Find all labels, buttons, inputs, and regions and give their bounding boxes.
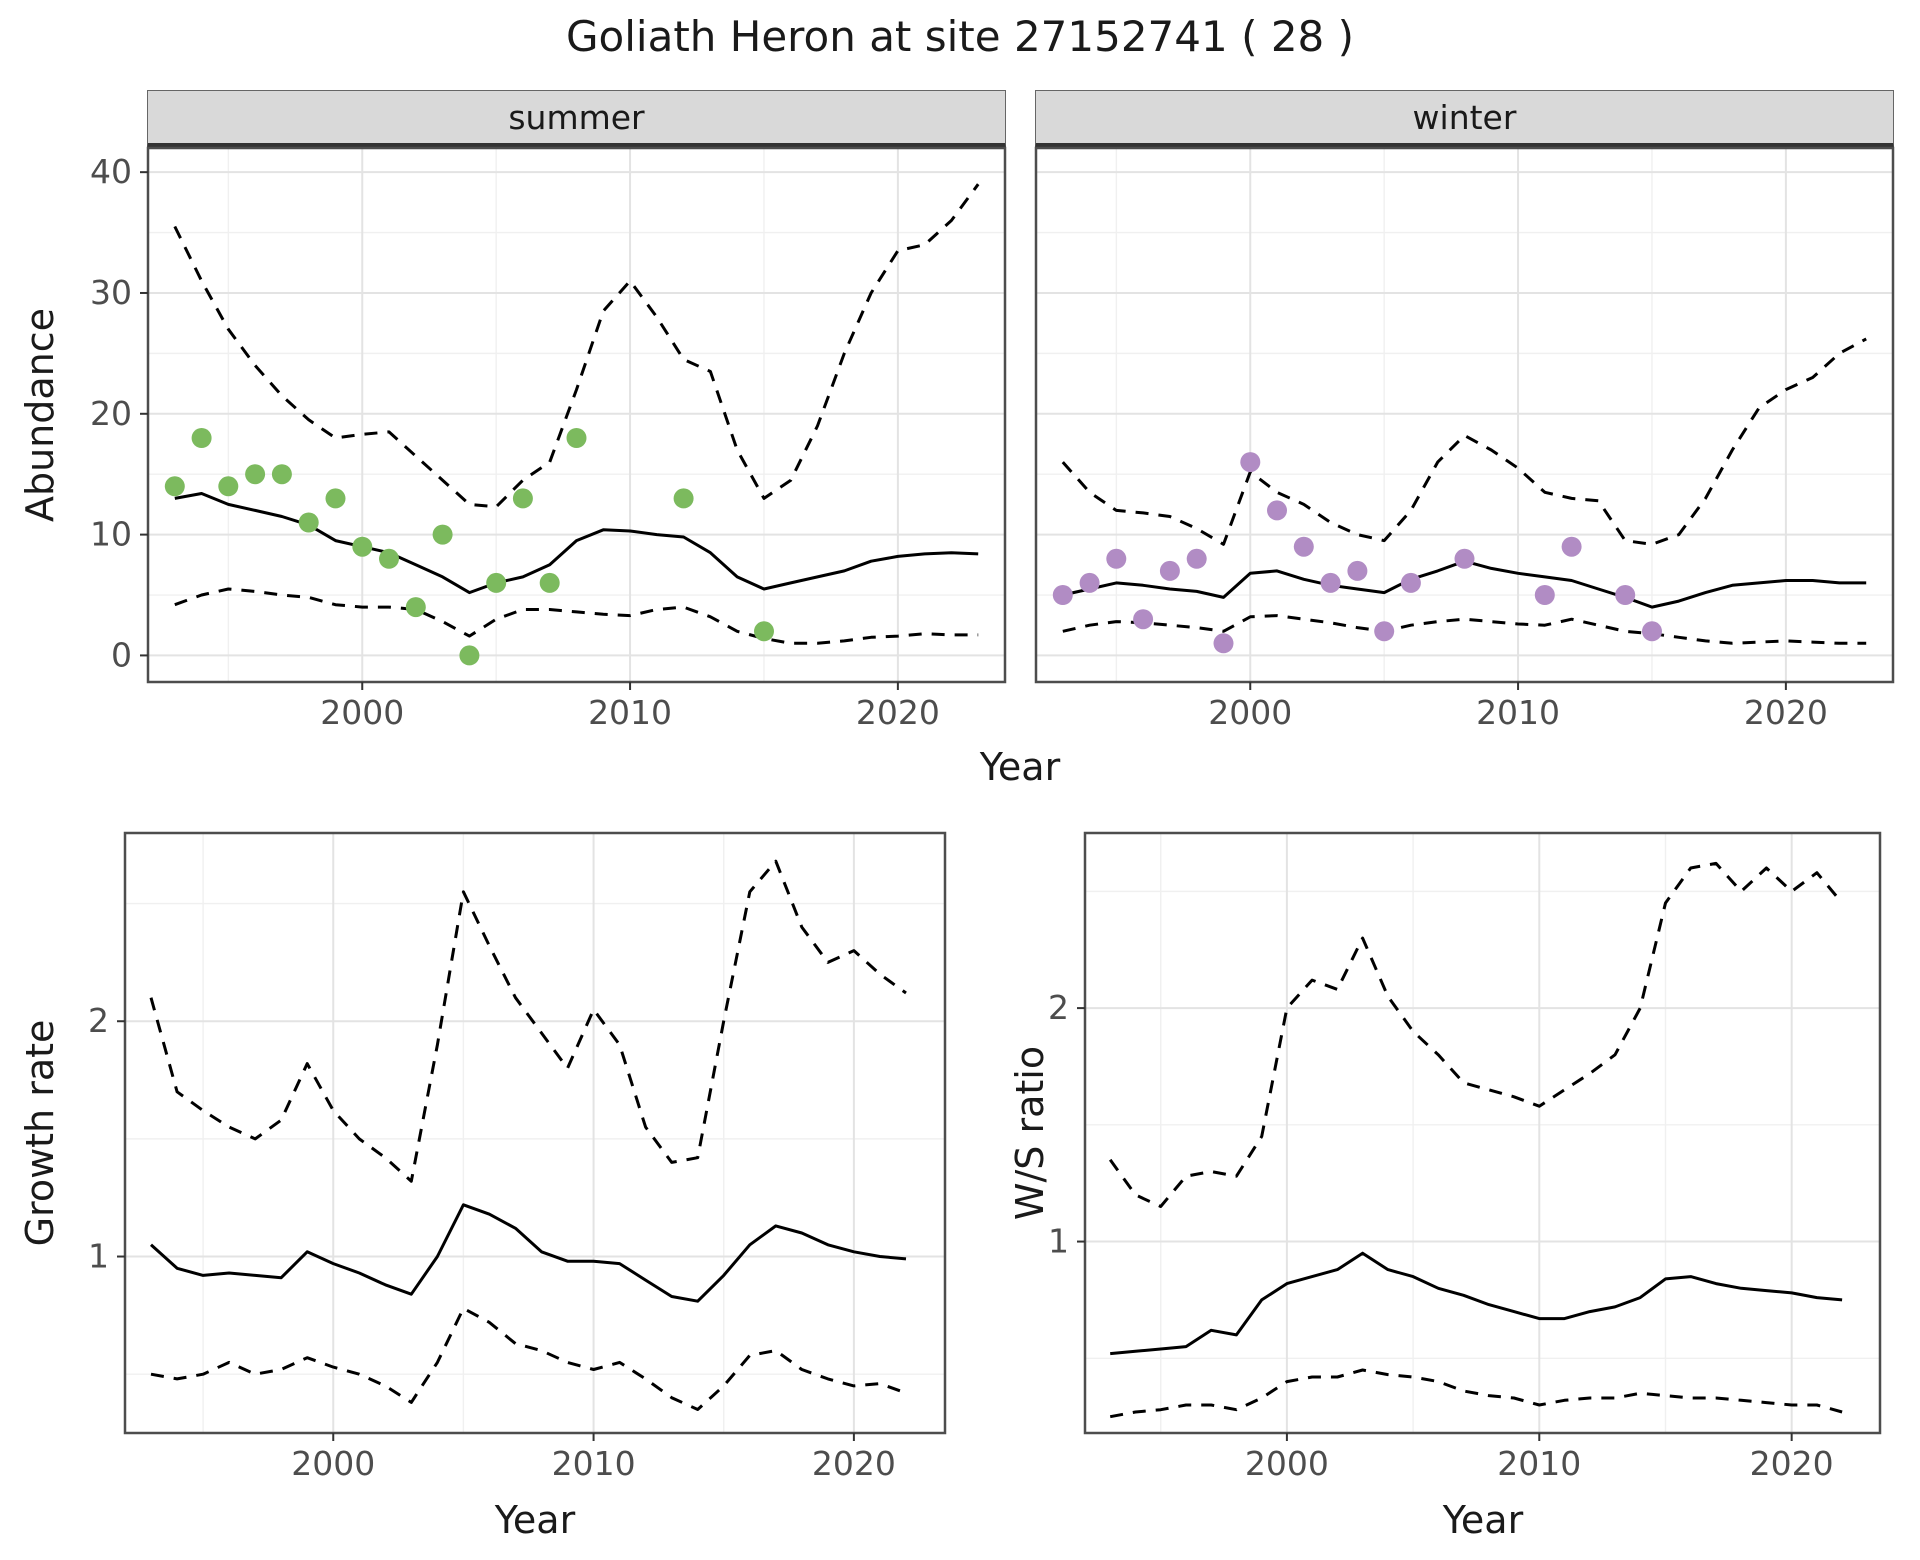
svg-text:2010: 2010: [552, 1444, 636, 1483]
svg-text:2020: 2020: [856, 693, 940, 732]
svg-text:1: 1: [88, 1237, 109, 1276]
facet-strip-summer: summer: [147, 90, 1006, 148]
svg-text:2020: 2020: [812, 1444, 896, 1483]
svg-text:30: 30: [90, 273, 132, 312]
x-axis-title-year-ratio: Year: [1442, 1498, 1524, 1542]
chart-title: Goliath Heron at site 27152741 ( 28 ): [566, 12, 1354, 61]
ws-ratio-plot: 2000 2010 2020 1 2: [1048, 831, 1882, 1483]
svg-text:2000: 2000: [320, 693, 404, 732]
svg-text:1: 1: [1048, 1222, 1069, 1261]
abundance-winter-plot: 2000 2010 2020: [1034, 146, 1895, 732]
facet-strip-winter-label: winter: [1412, 97, 1517, 137]
svg-text:2: 2: [88, 1001, 109, 1040]
x-axis-title-year-growth: Year: [494, 1498, 576, 1542]
svg-text:2020: 2020: [1744, 693, 1828, 732]
svg-text:2000: 2000: [291, 1444, 375, 1483]
svg-text:0: 0: [111, 635, 132, 674]
svg-text:10: 10: [90, 515, 132, 554]
growth-rate-plot: 2000 2010 2020 1 2: [88, 831, 947, 1483]
svg-text:2010: 2010: [1476, 693, 1560, 732]
svg-text:2: 2: [1048, 988, 1069, 1027]
x-axis-title-year-top: Year: [979, 745, 1061, 789]
svg-text:40: 40: [90, 152, 132, 191]
svg-text:20: 20: [90, 394, 132, 433]
svg-text:2010: 2010: [1497, 1444, 1581, 1483]
facet-strip-summer-label: summer: [508, 97, 645, 137]
svg-text:2000: 2000: [1245, 1444, 1329, 1483]
facet-strip-winter: winter: [1035, 90, 1894, 148]
svg-text:2010: 2010: [588, 693, 672, 732]
abundance-summer-plot: 2000 2010 2020 0 10 20 30 40: [90, 146, 1007, 732]
svg-text:2020: 2020: [1750, 1444, 1834, 1483]
svg-text:2000: 2000: [1208, 693, 1292, 732]
